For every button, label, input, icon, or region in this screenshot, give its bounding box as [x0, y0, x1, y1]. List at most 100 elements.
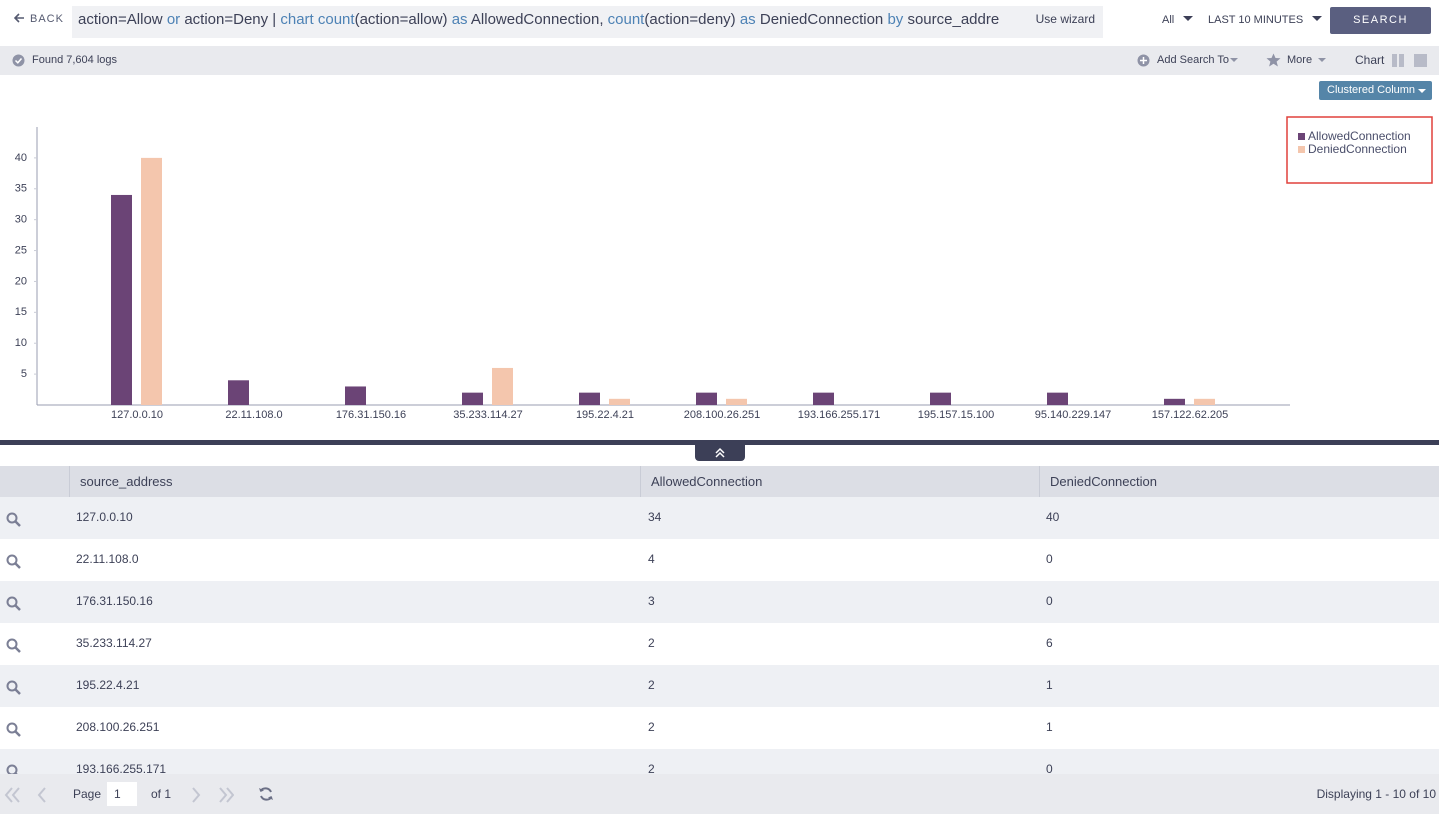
y-tick-label: 30: [15, 214, 27, 226]
row-search-icon[interactable]: [6, 722, 22, 738]
query-text: source_addre: [903, 11, 1000, 28]
column-header[interactable]: DeniedConnection: [1050, 474, 1157, 489]
query-keyword: chart count: [280, 11, 355, 28]
use-wizard[interactable]: Use wizard: [1025, 6, 1095, 32]
column-header[interactable]: AllowedConnection: [651, 474, 763, 489]
y-tick-label: 40: [15, 152, 27, 164]
table-cell: 127.0.0.10: [76, 510, 133, 524]
more-menu[interactable]: More: [1287, 54, 1313, 66]
table-cell: 2: [648, 678, 655, 692]
table-cell: 22.11.108.0: [76, 552, 139, 566]
table-row: 193.166.255.171 2 0: [0, 749, 1439, 774]
caret: [1312, 16, 1323, 21]
y-tick-label: 10: [15, 337, 27, 349]
table-cell: 176.31.150.16: [76, 594, 153, 608]
legend-marker: [1298, 146, 1305, 153]
table-cell: 1: [1046, 678, 1053, 692]
query-keyword: by: [887, 11, 904, 28]
chart-toggle-label: Chart: [1355, 53, 1385, 67]
x-tick-label: 157.122.62.205: [1152, 409, 1228, 421]
bar: [930, 392, 951, 405]
bar: [609, 398, 630, 405]
star-icon: [1266, 53, 1281, 67]
query-input[interactable]: action=Allow or action=Deny | chart coun…: [72, 6, 1103, 38]
query-keyword: as: [739, 11, 756, 28]
query-text: (action=allow): [354, 11, 452, 28]
row-search-icon[interactable]: [6, 512, 22, 528]
legend-label: DeniedConnection: [1308, 142, 1407, 156]
bar: [813, 392, 834, 405]
highlight-box: [1286, 116, 1433, 184]
table-row: 35.233.114.27 2 6: [0, 623, 1439, 665]
displaying: Displaying 1 - 10 of 10: [1316, 787, 1436, 801]
table-cell: 0: [1046, 594, 1053, 608]
x-tick-label: 35.233.114.27: [453, 409, 523, 421]
table-cell: 40: [1046, 510, 1060, 524]
bar: [462, 392, 483, 405]
pager-icons: [4, 787, 234, 803]
x-tick-label: 195.157.15.100: [918, 409, 994, 421]
plus-icon: [1137, 54, 1150, 67]
time-range-dropdown[interactable]: LAST 10 MINUTES: [1208, 14, 1323, 26]
bar: [228, 380, 249, 405]
bar: [726, 398, 747, 405]
add-search-to[interactable]: Add Search To: [1157, 54, 1229, 66]
row-search-icon[interactable]: [6, 596, 22, 612]
splitter[interactable]: [0, 440, 1439, 445]
back-label: BACK: [30, 13, 64, 25]
table-cell: 2: [648, 636, 655, 650]
back-button[interactable]: BACK: [13, 13, 64, 25]
table-cell: 193.166.255.171: [76, 762, 167, 774]
page-label: Page: [73, 787, 102, 801]
bar: [1047, 392, 1068, 405]
scope-dropdown[interactable]: All: [1162, 14, 1194, 26]
caret: [1183, 16, 1194, 21]
view-toggle[interactable]: [1392, 54, 1428, 67]
caret: [1418, 89, 1426, 93]
chart-type-dropdown[interactable]: Clustered Column: [1319, 81, 1432, 100]
table-cell: 4: [648, 552, 655, 566]
y-tick-label: 20: [15, 275, 27, 287]
x-tick-label: 22.11.108.0: [225, 409, 282, 421]
table-row: 176.31.150.16 3 0: [0, 581, 1439, 623]
x-tick-label: 195.22.4.21: [576, 409, 634, 421]
table-cell: 6: [1046, 636, 1053, 650]
found-count: Found 7,604 logs: [32, 54, 118, 66]
row-search-icon[interactable]: [6, 764, 22, 774]
table-cell: 2: [648, 720, 655, 734]
caret: [1230, 58, 1238, 62]
column-header[interactable]: source_address: [80, 474, 173, 489]
scope-label: All: [1162, 14, 1175, 26]
bar: [579, 392, 600, 405]
row-search-icon[interactable]: [6, 554, 22, 570]
collapse-tab[interactable]: [695, 443, 745, 461]
query-keyword: count: [607, 11, 645, 28]
table-row: 195.22.4.21 2 1: [0, 665, 1439, 707]
bar: [345, 386, 366, 405]
bar: [111, 194, 132, 405]
x-tick-label: 127.0.0.10: [111, 409, 163, 421]
table-cell: 208.100.26.251: [76, 720, 160, 734]
row-search-icon[interactable]: [6, 638, 22, 654]
x-tick-label: 95.140.229.147: [1035, 409, 1111, 421]
page-count: of 1: [151, 787, 172, 801]
table-row: 208.100.26.251 2 1: [0, 707, 1439, 749]
y-tick-label: 25: [15, 244, 27, 256]
toolbar: BACK action=Allow or action=Deny | chart…: [0, 0, 1439, 46]
query-text: (action=deny): [644, 11, 740, 28]
row-search-icon[interactable]: [6, 680, 22, 696]
page-input[interactable]: 1: [107, 782, 137, 806]
refresh-button[interactable]: [258, 786, 274, 802]
query-text: DeniedConnection: [755, 11, 888, 28]
status-bar: Found 7,604 logs Add Search To More Char…: [0, 46, 1439, 75]
legend-marker: [1298, 133, 1305, 140]
chart: 5 10 15 20 25 30 35 40 127.0.0.10 22.11.108.0 176.…: [15, 116, 1433, 421]
x-tick-label: 193.166.255.171: [798, 409, 881, 421]
search-button[interactable]: SEARCH: [1330, 7, 1431, 34]
table-cell: 195.22.4.21: [76, 678, 140, 692]
legend-label: AllowedConnection: [1308, 129, 1411, 143]
caret: [1318, 58, 1326, 62]
table-body: 127.0.0.10 34 40 22.11.108.0 4 0 176.31.150.16…: [0, 497, 1439, 774]
pager: Page 1 of 1 Displaying 1 - 10 of 10: [0, 774, 1439, 814]
